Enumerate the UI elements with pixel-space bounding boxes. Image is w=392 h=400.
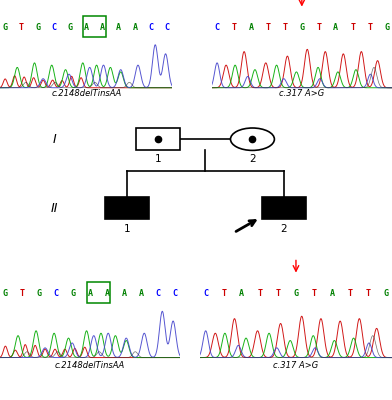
Text: 2: 2 bbox=[249, 154, 256, 164]
Text: A: A bbox=[122, 289, 127, 298]
Text: c.317 A>G: c.317 A>G bbox=[279, 90, 325, 98]
Text: A: A bbox=[333, 23, 338, 32]
Text: A: A bbox=[116, 23, 121, 32]
Text: T: T bbox=[221, 289, 226, 298]
Text: I: I bbox=[53, 133, 57, 146]
Bar bbox=[105, 197, 149, 219]
Text: c.317 A>G: c.317 A>G bbox=[273, 361, 319, 370]
Text: G: G bbox=[3, 289, 8, 298]
Text: A: A bbox=[138, 289, 143, 298]
Bar bbox=[136, 128, 180, 150]
Text: T: T bbox=[366, 289, 371, 298]
Text: c.2148delTinsAA: c.2148delTinsAA bbox=[55, 361, 125, 370]
Text: A: A bbox=[239, 289, 244, 298]
Text: C: C bbox=[156, 289, 160, 298]
Text: 1: 1 bbox=[124, 224, 130, 234]
Text: A: A bbox=[132, 23, 137, 32]
Text: C: C bbox=[149, 23, 154, 32]
Text: T: T bbox=[282, 23, 287, 32]
Text: G: G bbox=[384, 23, 389, 32]
Text: C: C bbox=[51, 23, 56, 32]
Text: G: G bbox=[299, 23, 304, 32]
Text: T: T bbox=[316, 23, 321, 32]
Text: A: A bbox=[100, 23, 105, 32]
Text: 2: 2 bbox=[281, 224, 287, 234]
Text: A: A bbox=[249, 23, 254, 32]
Circle shape bbox=[230, 128, 274, 150]
Text: T: T bbox=[312, 289, 316, 298]
Text: A: A bbox=[88, 289, 93, 298]
Text: G: G bbox=[384, 289, 389, 298]
Text: G: G bbox=[71, 289, 76, 298]
Text: T: T bbox=[258, 289, 262, 298]
Text: T: T bbox=[19, 23, 24, 32]
Text: 1: 1 bbox=[155, 154, 162, 164]
Text: A: A bbox=[105, 289, 110, 298]
Text: C: C bbox=[54, 289, 59, 298]
Text: T: T bbox=[367, 23, 372, 32]
Text: G: G bbox=[37, 289, 42, 298]
Text: T: T bbox=[350, 23, 355, 32]
Text: A: A bbox=[84, 23, 89, 32]
Text: G: G bbox=[35, 23, 40, 32]
Text: G: G bbox=[67, 23, 73, 32]
Text: G: G bbox=[3, 23, 8, 32]
Text: T: T bbox=[348, 289, 353, 298]
Text: c.2148delTinsAA: c.2148delTinsAA bbox=[51, 90, 122, 98]
Text: A: A bbox=[330, 289, 334, 298]
Text: C: C bbox=[172, 289, 178, 298]
Text: C: C bbox=[214, 23, 220, 32]
Text: C: C bbox=[203, 289, 208, 298]
Text: C: C bbox=[165, 23, 170, 32]
Text: II: II bbox=[51, 202, 59, 214]
Text: T: T bbox=[20, 289, 25, 298]
Text: T: T bbox=[276, 289, 280, 298]
Text: T: T bbox=[265, 23, 270, 32]
Bar bbox=[262, 197, 306, 219]
Text: G: G bbox=[294, 289, 298, 298]
Text: T: T bbox=[232, 23, 236, 32]
